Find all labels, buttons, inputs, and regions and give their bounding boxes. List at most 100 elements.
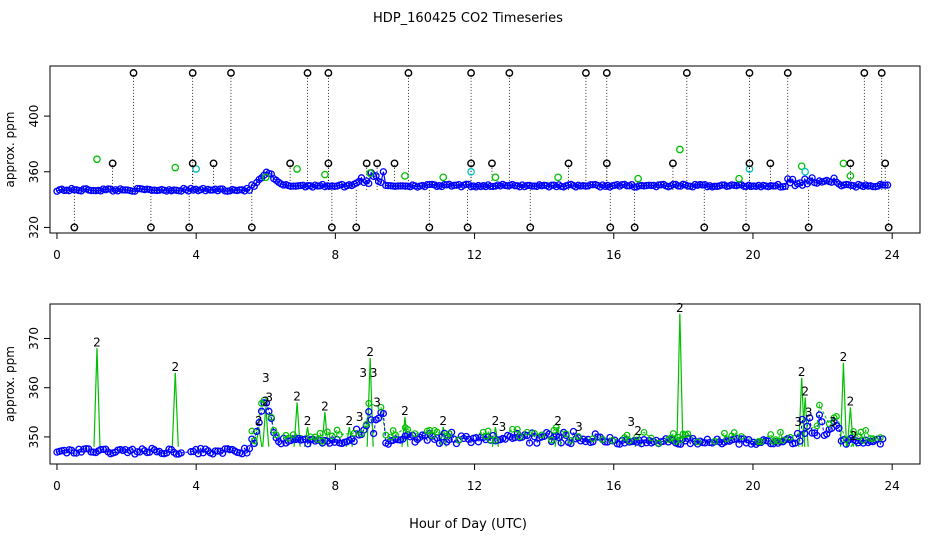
data-point-blue xyxy=(781,182,789,190)
data-point-green xyxy=(492,436,499,444)
data-point-blue xyxy=(586,181,595,189)
data-point-green xyxy=(633,433,641,441)
data-point-blue xyxy=(711,182,719,190)
data-point-black xyxy=(352,223,361,232)
data-point-black xyxy=(682,69,691,77)
data-point-green xyxy=(859,436,867,444)
data-point-blue xyxy=(394,182,402,190)
data-point-blue xyxy=(226,446,234,454)
plot-frame xyxy=(49,303,921,465)
data-point-blue xyxy=(630,183,638,191)
data-label-green: 2 xyxy=(293,389,301,403)
data-label-blue: 3 xyxy=(359,366,367,380)
data-point-black xyxy=(582,69,590,77)
data-point-green xyxy=(846,172,855,180)
data-point-blue xyxy=(211,447,219,455)
data-point-black xyxy=(324,159,333,168)
data-point-blue xyxy=(530,433,539,441)
data-label-green: 2 xyxy=(554,414,562,428)
spike-line-green xyxy=(676,313,681,447)
data-point-black xyxy=(564,159,573,168)
data-point-blue xyxy=(296,181,305,190)
data-point-green xyxy=(516,433,524,441)
y-tick-label: 360 xyxy=(27,376,41,399)
data-label-green: 2 xyxy=(366,345,374,359)
data-label-green: 2 xyxy=(798,365,806,379)
data-point-black xyxy=(700,223,709,232)
data-point-green xyxy=(711,437,719,445)
data-point-green xyxy=(445,430,453,438)
data-label-blue: 3 xyxy=(356,410,364,424)
chart-title: HDP_160425 CO2 Timeseries xyxy=(373,11,563,26)
data-point-green xyxy=(316,429,324,437)
y-axis-label: approx. ppm xyxy=(3,112,17,188)
data-point-blue xyxy=(511,182,519,190)
x-tick-label: 4 xyxy=(192,248,200,262)
data-point-blue xyxy=(798,415,807,424)
data-point-blue xyxy=(374,414,383,422)
data-point-blue xyxy=(655,181,663,189)
data-point-green xyxy=(284,434,292,442)
data-point-green xyxy=(786,433,794,441)
data-point-blue xyxy=(528,182,536,190)
data-point-green xyxy=(735,174,743,183)
data-point-black xyxy=(129,69,138,77)
data-point-blue xyxy=(737,435,746,443)
data-point-blue xyxy=(369,429,378,438)
data-point-green xyxy=(647,434,655,442)
data-point-blue xyxy=(796,437,804,445)
data-point-green xyxy=(350,429,358,437)
spike-line-green xyxy=(265,407,270,447)
data-point-blue xyxy=(384,181,392,190)
data-point-green xyxy=(567,437,575,444)
data-point-blue xyxy=(883,181,892,189)
data-point-green xyxy=(723,435,731,443)
data-point-blue xyxy=(547,181,556,189)
spike-line-green xyxy=(96,348,101,447)
data-point-black xyxy=(630,223,639,232)
data-point-blue xyxy=(177,449,185,457)
data-point-blue xyxy=(365,408,373,416)
data-point-blue xyxy=(881,181,889,189)
data-point-black xyxy=(390,159,399,168)
data-point-black xyxy=(602,69,611,77)
data-point-green xyxy=(757,438,765,445)
data-point-black xyxy=(188,159,197,168)
data-point-black xyxy=(362,159,371,168)
data-point-blue xyxy=(581,182,590,190)
data-point-black xyxy=(247,223,256,232)
data-point-green xyxy=(677,436,684,444)
data-point-black xyxy=(860,69,869,77)
data-label-blue: 3 xyxy=(829,415,837,429)
data-point-green xyxy=(755,438,762,445)
spike-line-green xyxy=(842,363,848,447)
data-point-blue xyxy=(718,181,726,189)
data-point-black xyxy=(766,159,775,168)
data-label-green: 2 xyxy=(255,414,263,428)
data-point-black xyxy=(804,223,813,232)
data-point-green xyxy=(250,437,258,445)
data-point-black xyxy=(467,69,475,77)
data-point-black xyxy=(70,223,79,232)
spike-line-green xyxy=(93,348,98,447)
data-label-green: 2 xyxy=(93,335,101,349)
data-point-black xyxy=(185,223,194,232)
data-point-blue xyxy=(801,429,809,438)
data-point-blue xyxy=(70,449,78,457)
data-point-blue xyxy=(423,436,431,444)
data-label-green: 2 xyxy=(847,394,855,408)
data-point-blue xyxy=(879,181,887,189)
y-tick-label: 350 xyxy=(27,425,41,448)
data-point-green xyxy=(767,431,775,438)
data-point-black xyxy=(227,69,235,77)
data-point-green xyxy=(392,431,399,439)
y-tick-label: 360 xyxy=(27,160,41,183)
data-point-green xyxy=(267,413,275,421)
data-point-blue xyxy=(818,418,826,426)
data-label-blue: 3 xyxy=(575,420,583,434)
data-point-blue xyxy=(835,424,843,432)
spike-line-green xyxy=(839,363,845,447)
data-point-blue xyxy=(426,180,434,189)
data-point-blue xyxy=(589,181,597,189)
